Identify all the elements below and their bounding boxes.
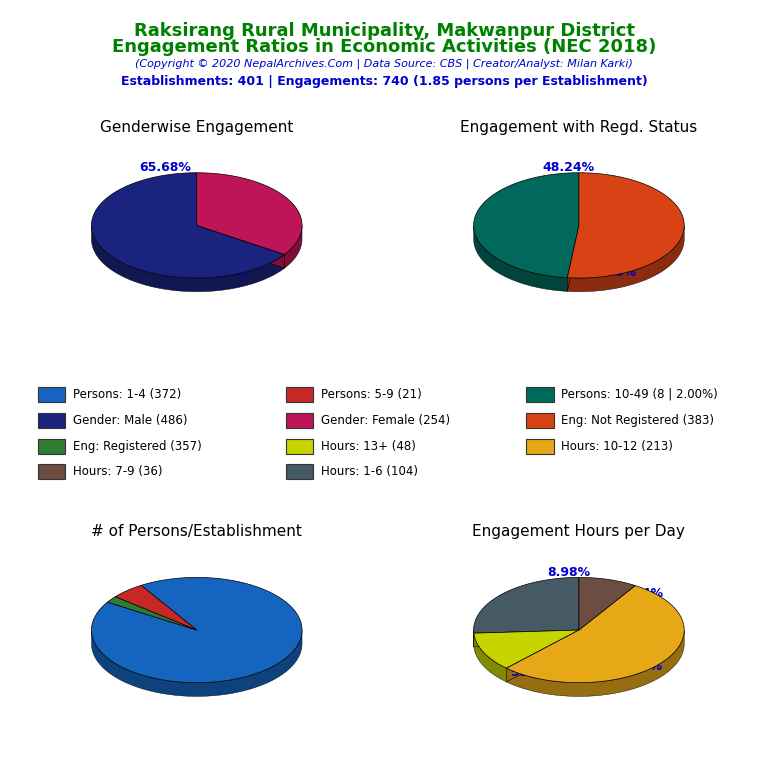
Polygon shape <box>197 225 284 268</box>
FancyBboxPatch shape <box>38 464 65 479</box>
FancyBboxPatch shape <box>286 386 313 402</box>
Polygon shape <box>506 630 579 682</box>
Polygon shape <box>568 226 684 292</box>
Polygon shape <box>197 225 284 268</box>
Title: Engagement with Regd. Status: Engagement with Regd. Status <box>460 120 697 134</box>
Polygon shape <box>474 173 579 278</box>
Text: Hours: 13+ (48): Hours: 13+ (48) <box>321 440 415 453</box>
Text: 48.24%: 48.24% <box>542 161 594 174</box>
Polygon shape <box>284 226 302 268</box>
Polygon shape <box>115 585 197 630</box>
FancyBboxPatch shape <box>38 412 65 428</box>
Text: Establishments: 401 | Engagements: 740 (1.85 persons per Establishment): Establishments: 401 | Engagements: 740 (… <box>121 75 647 88</box>
Text: Raksirang Rural Municipality, Makwanpur District: Raksirang Rural Municipality, Makwanpur … <box>134 22 634 39</box>
Text: Persons: 5-9 (21): Persons: 5-9 (21) <box>321 388 422 401</box>
Title: # of Persons/Establishment: # of Persons/Establishment <box>91 525 302 539</box>
Polygon shape <box>474 630 579 647</box>
Polygon shape <box>568 173 684 278</box>
FancyBboxPatch shape <box>38 386 65 402</box>
Text: 53.12%: 53.12% <box>511 666 563 679</box>
Polygon shape <box>568 225 579 291</box>
FancyBboxPatch shape <box>286 464 313 479</box>
Text: Persons: 10-49 (8 | 2.00%): Persons: 10-49 (8 | 2.00%) <box>561 388 718 401</box>
Polygon shape <box>91 173 284 278</box>
Polygon shape <box>108 597 197 630</box>
Polygon shape <box>579 578 635 630</box>
Text: 65.68%: 65.68% <box>139 161 191 174</box>
FancyBboxPatch shape <box>526 386 554 402</box>
Polygon shape <box>474 630 579 647</box>
Text: 8.98%: 8.98% <box>547 566 590 578</box>
Polygon shape <box>91 631 302 697</box>
Title: Genderwise Engagement: Genderwise Engagement <box>100 120 293 134</box>
Text: Hours: 7-9 (36): Hours: 7-9 (36) <box>73 465 162 478</box>
Text: Gender: Female (254): Gender: Female (254) <box>321 414 450 427</box>
Text: 92.77%: 92.77% <box>113 603 165 615</box>
Text: (Copyright © 2020 NepalArchives.Com | Data Source: CBS | Creator/Analyst: Milan : (Copyright © 2020 NepalArchives.Com | Da… <box>135 58 633 69</box>
Polygon shape <box>506 630 579 682</box>
Polygon shape <box>506 631 684 697</box>
Polygon shape <box>91 578 302 683</box>
Text: 11.97%: 11.97% <box>611 660 663 674</box>
Text: Engagement Ratios in Economic Activities (NEC 2018): Engagement Ratios in Economic Activities… <box>112 38 656 56</box>
FancyBboxPatch shape <box>286 412 313 428</box>
Title: Engagement Hours per Day: Engagement Hours per Day <box>472 525 685 539</box>
Polygon shape <box>474 578 579 633</box>
Text: Eng: Registered (357): Eng: Registered (357) <box>73 440 201 453</box>
Text: 51.76%: 51.76% <box>584 266 637 280</box>
Polygon shape <box>474 633 506 682</box>
FancyBboxPatch shape <box>38 439 65 454</box>
FancyBboxPatch shape <box>526 412 554 428</box>
Polygon shape <box>91 226 284 292</box>
FancyBboxPatch shape <box>286 439 313 454</box>
Polygon shape <box>474 630 579 668</box>
Text: Eng: Not Registered (383): Eng: Not Registered (383) <box>561 414 714 427</box>
Text: 5.24%: 5.24% <box>223 660 266 674</box>
Text: 25.94%: 25.94% <box>611 587 663 600</box>
Polygon shape <box>506 585 684 683</box>
Text: 34.32%: 34.32% <box>192 266 243 280</box>
Text: Persons: 1-4 (372): Persons: 1-4 (372) <box>73 388 181 401</box>
FancyBboxPatch shape <box>526 439 554 454</box>
Text: Hours: 10-12 (213): Hours: 10-12 (213) <box>561 440 674 453</box>
Text: Hours: 1-6 (104): Hours: 1-6 (104) <box>321 465 418 478</box>
Text: Gender: Male (486): Gender: Male (486) <box>73 414 187 427</box>
Polygon shape <box>197 173 302 254</box>
Polygon shape <box>474 226 568 291</box>
Polygon shape <box>568 225 579 291</box>
